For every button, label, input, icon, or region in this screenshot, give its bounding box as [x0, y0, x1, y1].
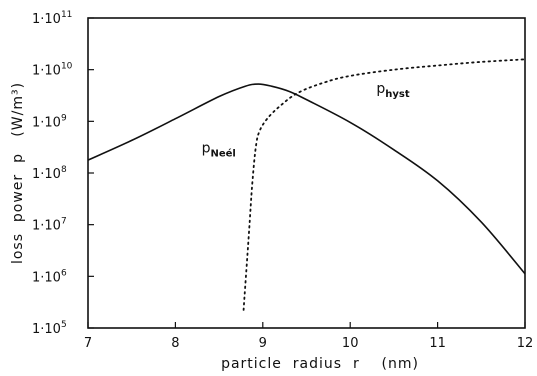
y-tick-exponent: 8	[61, 165, 67, 175]
series-label-1: physt	[376, 81, 409, 100]
x-tick-label: 9	[259, 336, 267, 351]
y-tick-exponent: 5	[61, 320, 67, 330]
y-tick-label: 1·106	[32, 268, 67, 285]
x-tick-label: 10	[342, 336, 359, 351]
y-tick-base: 1·10	[32, 219, 61, 234]
x-tick-label: 8	[171, 336, 179, 351]
y-tick-exponent: 10	[61, 62, 73, 72]
series-label-main: p	[376, 81, 385, 97]
series-line-0	[87, 83, 526, 275]
series-line-1	[242, 58, 526, 311]
y-tick-label: 1·1010	[32, 62, 73, 79]
y-tick-label: 1·105	[32, 320, 67, 337]
series-label-subscript: hyst	[385, 89, 410, 100]
y-tick-label: 1·1011	[32, 10, 72, 27]
series-label-main: p	[202, 140, 211, 156]
y-tick-base: 1·10	[32, 115, 61, 130]
y-tick-label: 1·109	[32, 113, 67, 130]
y-tick-base: 1·10	[32, 270, 61, 285]
series-label-subscript: Neél	[211, 147, 236, 159]
y-axis-label: loss power p (W/m³)	[10, 82, 26, 264]
x-tick-label: 7	[84, 336, 92, 351]
y-tick-base: 1·10	[32, 64, 61, 79]
y-tick-base: 1·10	[32, 12, 61, 27]
x-axis-ticks: 7 8 9 10 11 12	[84, 322, 533, 351]
y-tick-exponent: 6	[61, 268, 67, 278]
y-tick-base: 1·10	[32, 322, 61, 337]
plot-frame	[87, 17, 526, 329]
y-tick-base: 1·10	[32, 167, 61, 182]
y-tick-exponent: 9	[61, 113, 67, 123]
x-tick-label: 12	[517, 336, 534, 351]
y-tick-label: 1·108	[32, 165, 67, 182]
y-tick-exponent: 11	[61, 10, 72, 20]
x-axis-label: particle radius r (nm)	[221, 356, 419, 372]
y-tick-label: 1·107	[32, 217, 67, 234]
series-label-0: pNeél	[202, 140, 236, 159]
y-tick-exponent: 7	[61, 217, 67, 227]
x-tick-label: 11	[429, 336, 446, 351]
